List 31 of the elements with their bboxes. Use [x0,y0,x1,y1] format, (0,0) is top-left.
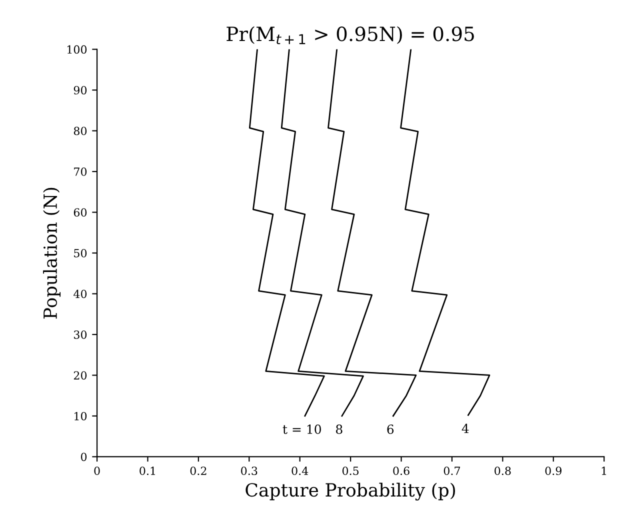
y-tick-label: 100 [67,45,87,54]
series-label: 6 [387,424,394,434]
series-label: 8 [336,424,342,434]
y-tick-label: 80 [74,126,87,136]
x-tick-label: 0.1 [140,466,155,476]
y-axis-title: Population (N) [43,188,61,319]
y-tick-label: 30 [74,330,87,339]
x-tick-label: 0 [94,466,100,476]
y-tick-label: 50 [74,248,87,258]
y-tick-label: 40 [74,290,87,298]
x-tick-label: 0.9 [545,466,562,476]
x-tick-label: 0.8 [494,466,511,476]
x-tick-label: 1 [602,466,606,475]
x-tick-label: 0.7 [444,466,460,476]
line-series [400,49,490,416]
x-tick-label: 0.5 [342,466,359,476]
y-tick-label: 90 [74,86,87,94]
x-axis-title: Capture Probability (p) [246,482,456,500]
x-tick-label: 0.3 [241,466,258,476]
y-tick-label: 70 [74,168,87,176]
x-tick-label: 0.6 [393,466,410,476]
x-tick-label: 0.2 [190,466,206,476]
line-series [328,49,417,417]
y-tick-label: 0 [80,452,87,462]
series-label: 4 [462,424,469,433]
chart-title: Pr(M$_{t+1}$ > 0.95N) = 0.95 [226,26,474,44]
series-label: t = 10 [282,424,321,434]
y-tick-label: 60 [74,208,87,217]
y-tick-label: 10 [74,412,87,420]
y-tick-label: 20 [74,371,87,380]
x-tick-label: 0.4 [292,466,308,476]
